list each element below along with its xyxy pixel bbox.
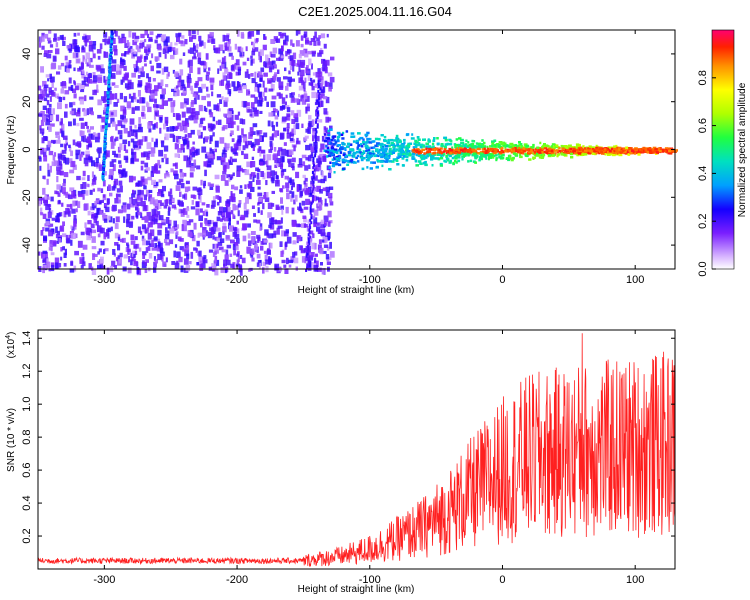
x-tick-label: 0	[499, 274, 505, 286]
y-tick-label: 0.2	[21, 528, 33, 543]
spectrogram-x-axis-label: Height of straight line (km)	[298, 285, 415, 296]
x-tick-label: -200	[226, 274, 248, 286]
snr-y-scale-prefix: (x10	[6, 338, 17, 358]
y-tick-label: 1.0	[21, 397, 33, 412]
y-tick-label: 0.8	[21, 429, 33, 444]
snr-y-ticks: 0.2 0.4 0.6 0.8 1.0 1.2 1.4	[21, 331, 675, 544]
x-tick-label: -100	[359, 574, 381, 586]
x-tick-label: -100	[359, 274, 381, 286]
figure-title: C2E1.2025.004.11.16.G04	[298, 4, 452, 19]
colorbar-gradient	[711, 29, 735, 270]
snr-y-scale-factor: (x104)	[5, 332, 17, 359]
x-tick-label: -200	[226, 574, 248, 586]
y-tick-label: 1.2	[21, 364, 33, 379]
y-tick-label: 40	[21, 48, 33, 60]
colorbar-tick-label: 0.8	[697, 70, 709, 85]
snr-series-line	[37, 333, 676, 567]
x-tick-label: 0	[499, 574, 505, 586]
y-tick-label: 0.4	[21, 495, 33, 510]
colorbar-tick-label: 0.0	[697, 261, 709, 276]
snr-panel: -300 -200 -100 0 100 0.2 0.4 0.6 0.8 1.0 1.2 1.4 H…	[5, 329, 676, 595]
snr-x-ticks: -300 -200 -100 0 100	[93, 330, 644, 586]
spectrogram-y-ticks: -40 -20 0 20 40	[21, 48, 675, 253]
snr-y-scale-close: )	[6, 332, 17, 335]
colorbar-tick-label: 0.6	[697, 118, 709, 133]
colorbar: 0.0 0.2 0.4 0.6 0.8 Normalized spectral ampl…	[697, 29, 748, 277]
snr-frame	[37, 329, 676, 570]
y-tick-label: 20	[21, 96, 33, 108]
snr-x-axis-label: Height of straight line (km)	[298, 584, 415, 595]
snr-y-axis-label: SNR (10 * v/v)	[6, 408, 17, 472]
x-tick-label: 100	[626, 274, 644, 286]
y-tick-label: 1.4	[21, 331, 33, 346]
y-tick-label: -40	[21, 237, 33, 253]
colorbar-ticks: 0.0 0.2 0.4 0.6 0.8	[697, 70, 716, 277]
colorbar-label: Normalized spectral amplitude	[737, 82, 748, 217]
spectrogram-y-axis-label: Frequency (Hz)	[6, 116, 17, 185]
spectrogram-x-ticks: -300 -200 -100 0 100	[93, 30, 644, 286]
spectrogram-heatmap	[38, 30, 678, 276]
colorbar-tick-label: 0.2	[697, 214, 709, 229]
y-tick-label: 0.6	[21, 462, 33, 477]
colorbar-tick-label: 0.4	[697, 166, 709, 181]
x-tick-label: -300	[93, 274, 115, 286]
y-tick-label: -20	[21, 189, 33, 205]
x-tick-label: -300	[93, 574, 115, 586]
y-tick-label: 0	[21, 146, 33, 152]
snr-y-scale-exponent: 4	[5, 335, 12, 339]
x-tick-label: 100	[626, 574, 644, 586]
